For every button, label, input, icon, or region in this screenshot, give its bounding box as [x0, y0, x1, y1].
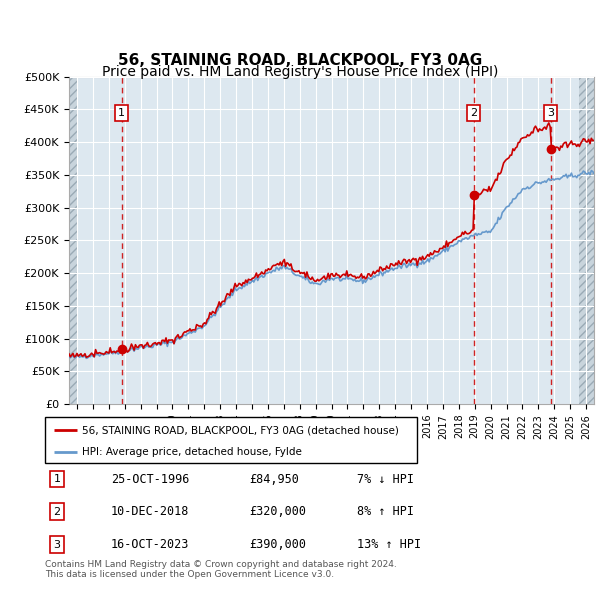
Text: Contains HM Land Registry data © Crown copyright and database right 2024.
This d: Contains HM Land Registry data © Crown c… — [45, 560, 397, 579]
Text: Price paid vs. HM Land Registry's House Price Index (HPI): Price paid vs. HM Land Registry's House … — [102, 65, 498, 79]
Text: £390,000: £390,000 — [249, 538, 306, 551]
Text: 13% ↑ HPI: 13% ↑ HPI — [357, 538, 421, 551]
FancyBboxPatch shape — [45, 417, 417, 463]
Text: 1: 1 — [53, 474, 61, 484]
Text: 1: 1 — [118, 108, 125, 118]
Text: £84,950: £84,950 — [249, 473, 299, 486]
Text: 3: 3 — [53, 540, 61, 549]
Text: HPI: Average price, detached house, Fylde: HPI: Average price, detached house, Fyld… — [82, 447, 302, 457]
Text: 10-DEC-2018: 10-DEC-2018 — [111, 505, 190, 518]
Text: £320,000: £320,000 — [249, 505, 306, 518]
Text: 8% ↑ HPI: 8% ↑ HPI — [357, 505, 414, 518]
Text: 56, STAINING ROAD, BLACKPOOL, FY3 0AG: 56, STAINING ROAD, BLACKPOOL, FY3 0AG — [118, 53, 482, 68]
Text: 16-OCT-2023: 16-OCT-2023 — [111, 538, 190, 551]
Text: 7% ↓ HPI: 7% ↓ HPI — [357, 473, 414, 486]
Text: 3: 3 — [547, 108, 554, 118]
Text: 2: 2 — [470, 108, 477, 118]
Text: 2: 2 — [53, 507, 61, 516]
Text: 25-OCT-1996: 25-OCT-1996 — [111, 473, 190, 486]
Text: 56, STAINING ROAD, BLACKPOOL, FY3 0AG (detached house): 56, STAINING ROAD, BLACKPOOL, FY3 0AG (d… — [82, 425, 399, 435]
